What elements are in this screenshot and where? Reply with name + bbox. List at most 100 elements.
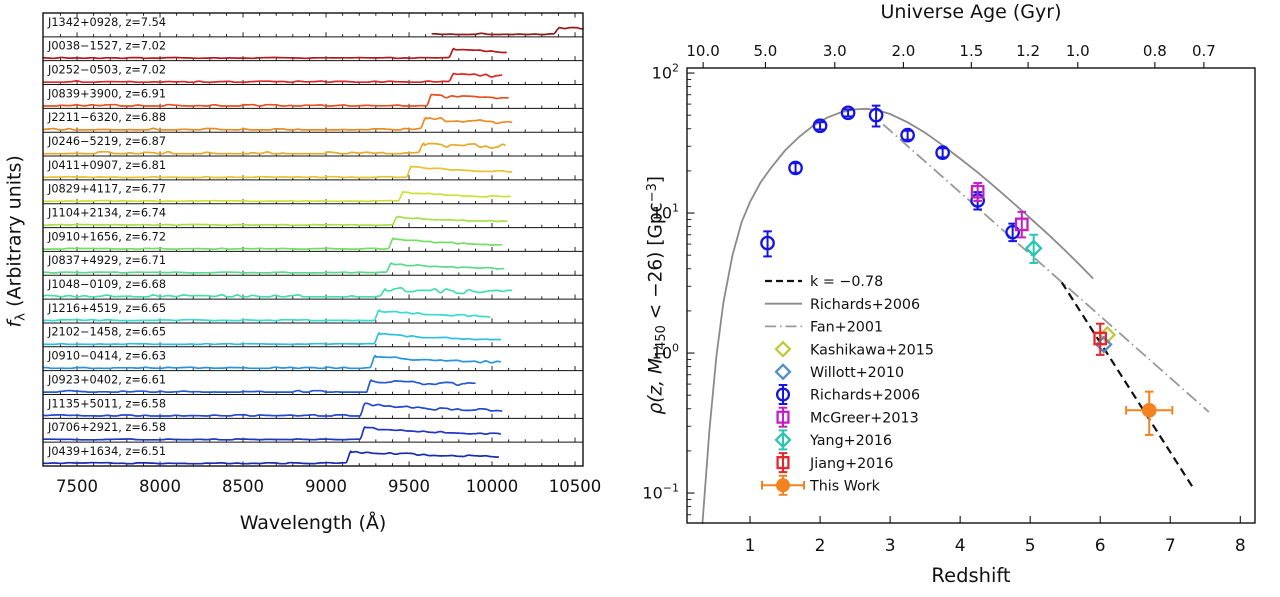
spectrum-line-J2102−1458	[42, 331, 502, 346]
spectrum-line-J0252−0503	[42, 72, 503, 84]
circle-marker	[840, 105, 856, 121]
spectrum-label: J0246−5219, z=6.87	[47, 135, 166, 148]
spectrum-label: J0829+4117, z=6.77	[47, 183, 166, 196]
curve-dashed	[1060, 281, 1194, 488]
redshift-tick-label: 2	[815, 536, 826, 556]
wavelength-tick-label: 10000	[466, 477, 519, 496]
spectrum-label: J0411+0907, z=6.81	[47, 159, 166, 172]
density-tick-label: 10−1	[642, 482, 679, 503]
spectrum-label: J0837+4929, z=6.71	[47, 254, 166, 267]
legend-label: Richards+2006	[810, 297, 920, 313]
redshift-tick-label: 6	[1095, 536, 1106, 556]
curve-dashdot	[882, 123, 1210, 413]
spectra-rows: J1342+0928, z=7.54 J0038−1527, z=7.02 J025…	[42, 12, 584, 467]
series-richards-2006	[760, 104, 1021, 258]
redshift-tick-label: 5	[1025, 536, 1036, 556]
legend-label: k = −0.78	[810, 274, 883, 290]
wavelength-tick-label: 10500	[549, 477, 602, 496]
square-marker	[776, 456, 790, 470]
circle-marker	[812, 118, 828, 134]
spectrum-line-J0038−1527	[42, 47, 507, 60]
spectrum-line-J1216+4519	[42, 309, 491, 322]
circle-marker	[788, 160, 803, 176]
spectrum-label: J0439+1634, z=6.51	[47, 445, 166, 458]
legend-label: Yang+2016	[809, 433, 892, 449]
age-tick-label: 1.5	[959, 42, 983, 60]
diamond-marker	[774, 363, 792, 381]
spectrum-line-J0923+0402	[42, 379, 476, 393]
spectrum-label: J0910+1656, z=6.72	[47, 230, 166, 243]
spectrum-label: J0038−1527, z=7.02	[47, 40, 166, 53]
spectrum-label: J1048−0109, z=6.68	[47, 278, 166, 291]
circle-marker	[868, 107, 884, 123]
series-this-work	[1125, 390, 1174, 436]
spectrum-line-J0910−0414	[42, 354, 502, 370]
spectrum-line-J0837+4929	[42, 262, 505, 274]
spectrum-label: J1135+5011, z=6.58	[47, 397, 166, 410]
series-willott-2010	[1094, 335, 1113, 354]
density-axis-label: ρ(z, M1450 < −26) [Gpc−3]	[644, 175, 670, 415]
spectra-panel-border	[42, 12, 584, 467]
redshift-tick-label: 4	[955, 536, 966, 556]
redshift-tick-label: 3	[885, 536, 896, 556]
spectrum-label: J0839+3900, z=6.91	[47, 87, 166, 100]
legend-label: Richards+2006	[810, 388, 920, 404]
spectrum-line-J0439+1634	[42, 450, 500, 465]
series-yang-2016	[1024, 233, 1043, 264]
spectrum-line-J0910+1656	[42, 237, 503, 250]
spectrum-label: J2211−6320, z=6.88	[47, 111, 166, 124]
wavelength-tick-label: 7500	[56, 477, 98, 496]
legend-label: Willott+2010	[810, 365, 904, 381]
series-jiang-2016	[1093, 322, 1108, 356]
diamond-marker	[1094, 335, 1113, 354]
spectrum-label: J2102−1458, z=6.65	[47, 326, 166, 339]
density-tick-label: 102	[652, 62, 679, 83]
diamond-marker	[774, 340, 792, 358]
circle-marker	[775, 478, 791, 493]
series-mcgreer-2013	[970, 181, 1029, 239]
wavelength-tick-label: 8500	[222, 477, 264, 496]
spectrum-line-J1104+2134	[42, 215, 508, 227]
square-marker	[1093, 331, 1108, 346]
redshift-tick-label: 1	[745, 536, 756, 556]
circle-marker	[775, 387, 791, 402]
density-panel-border	[686, 67, 1256, 524]
spectrum-label: J1216+4519, z=6.65	[47, 302, 166, 315]
age-tick-label: 10.0	[686, 42, 719, 60]
age-tick-label: 2.0	[891, 42, 915, 60]
spectrum-line-J0839+3900	[42, 93, 509, 107]
circle-marker	[1141, 402, 1157, 418]
redshift-tick-label: 8	[1235, 536, 1246, 556]
spectrum-label: J1104+2134, z=6.74	[47, 207, 166, 220]
square-marker	[970, 184, 985, 199]
age-tick-label: 1.2	[1016, 42, 1040, 60]
diamond-marker	[774, 431, 792, 449]
spectrum-label: J0923+0402, z=6.61	[47, 373, 166, 386]
wavelength-tick-label: 9000	[305, 477, 347, 496]
spectrum-label: J0910−0414, z=6.63	[47, 350, 166, 363]
redshift-axis-label: Redshift	[931, 564, 1011, 587]
spectrum-line-J0246−5219	[42, 142, 506, 155]
legend-label: Fan+2001	[810, 320, 883, 336]
spectrum-line-J0706+2921	[42, 426, 502, 441]
legend-label: Jiang+2016	[809, 456, 893, 472]
wavelength-axis-label-text: Wavelength (Å)	[239, 512, 387, 534]
legend: k = −0.78 Richards+2006 Fan+2001 Kashikawa+…	[761, 274, 934, 496]
spectrum-line-J1048−0109	[42, 286, 513, 298]
circle-marker	[1005, 224, 1021, 240]
spectrum-line-J1135+5011	[42, 402, 503, 417]
universe-age-axis-label: Universe Age (Gyr)	[880, 1, 1062, 23]
spectrum-line-J0829+4117	[42, 190, 511, 203]
spectrum-label: J0706+2921, z=6.58	[47, 421, 166, 434]
square-marker	[1014, 217, 1029, 232]
square-marker	[776, 410, 790, 424]
age-tick-label: 0.7	[1192, 42, 1216, 60]
spectrum-label: J1342+0928, z=7.54	[47, 16, 166, 29]
age-tick-label: 5.0	[754, 42, 778, 60]
spectrum-label: J0252−0503, z=7.02	[47, 63, 166, 76]
spectrum-line-J0411+0907	[42, 165, 513, 179]
spectrum-line-J1342+0928	[431, 26, 584, 36]
spectra-panel: J1342+0928, z=7.54 J0038−1527, z=7.02 J025…	[42, 12, 602, 496]
